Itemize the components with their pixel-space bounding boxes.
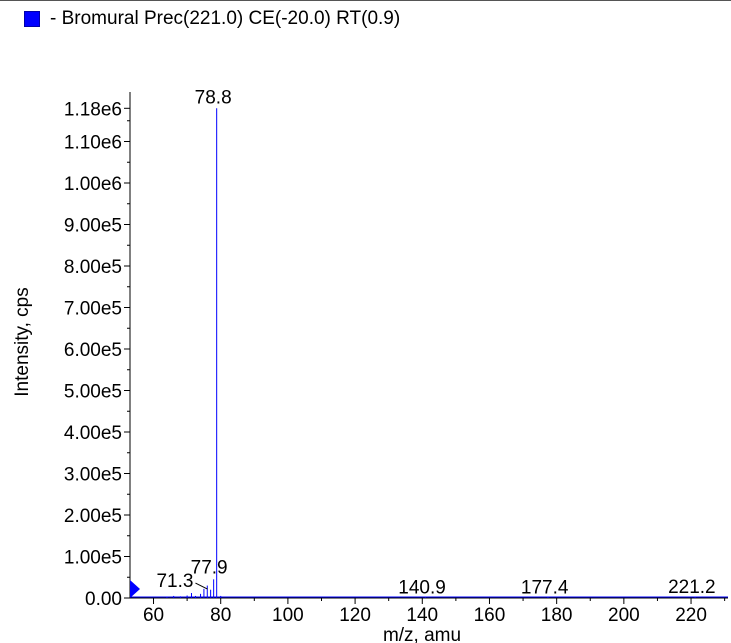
precursor-marker — [130, 580, 140, 598]
y-tick-label: 4.00e5 — [64, 423, 122, 444]
x-tick-label: 180 — [541, 605, 573, 626]
y-tick-label: 2.00e5 — [64, 506, 122, 527]
peak-label: 177.4 — [521, 577, 569, 598]
peak-bars — [130, 108, 728, 598]
label-leader-line — [195, 582, 208, 590]
axes — [129, 92, 728, 599]
y-tick-label: 1.18e6 — [64, 99, 122, 120]
y-tick-label: 7.00e5 — [64, 299, 122, 320]
top-border-line — [0, 0, 731, 1]
y-tick-label: 9.00e5 — [64, 216, 122, 237]
legend: - Bromural Prec(221.0) CE(-20.0) RT(0.9) — [24, 8, 400, 30]
peak-label: 140.9 — [398, 578, 446, 599]
y-tick-label: 1.10e6 — [64, 133, 122, 154]
x-tick-label: 100 — [272, 605, 304, 626]
legend-swatch — [24, 11, 40, 27]
legend-label: - Bromural Prec(221.0) CE(-20.0) RT(0.9) — [50, 8, 400, 30]
peak-label: 71.3 — [156, 571, 193, 592]
tick-marks: 0.00 1.00e5 2.00e5 3.00e5 4.00e5 5.00e5 6.00e5… — [64, 99, 726, 626]
legend-prefix: - — [50, 8, 62, 29]
y-tick-label: 5.00e5 — [64, 382, 122, 403]
x-tick-label: 120 — [339, 605, 371, 626]
peak-labels: 78.8 77.971.3 140.9 177.4 221.2 — [156, 87, 715, 598]
legend-series-name: Bromural Prec(221.0) CE(-20.0) RT(0.9) — [61, 8, 401, 29]
peak-label: 78.8 — [195, 87, 232, 108]
y-tick-label: 6.00e5 — [64, 340, 122, 361]
y-axis-title: Intensity, cps — [12, 287, 33, 396]
peak-label: 77.9 — [191, 557, 228, 578]
x-axis-title: m/z, amu — [383, 625, 461, 643]
y-tick-label: 0.00 — [85, 589, 122, 610]
x-tick-label: 200 — [608, 605, 640, 626]
x-tick-label: 80 — [210, 605, 231, 626]
y-tick-label: 1.00e6 — [64, 174, 122, 195]
x-tick-label: 220 — [675, 605, 707, 626]
peak-label: 221.2 — [668, 577, 716, 598]
y-tick-label: 8.00e5 — [64, 257, 122, 278]
x-tick-label: 140 — [406, 605, 438, 626]
x-tick-label: 160 — [474, 605, 506, 626]
x-tick-label: 60 — [143, 605, 164, 626]
y-tick-label: 3.00e5 — [64, 465, 122, 486]
y-tick-label: 1.00e5 — [64, 548, 122, 569]
